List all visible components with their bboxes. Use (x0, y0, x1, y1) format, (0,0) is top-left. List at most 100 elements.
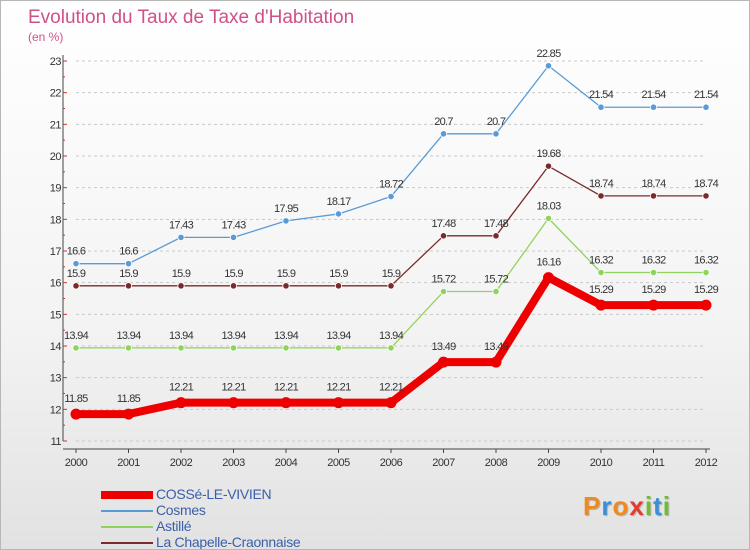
data-point (702, 103, 710, 111)
data-label: 13.94 (116, 330, 141, 342)
data-label: 13.49 (484, 341, 509, 353)
logo-letter: i (644, 491, 654, 521)
chart-title: Evolution du Taux de Taxe d'Habitation (28, 7, 355, 28)
y-tick-label: 22 (50, 88, 62, 100)
x-tick-label: 2006 (380, 457, 403, 469)
data-label: 21.54 (694, 89, 719, 101)
data-point (70, 408, 82, 420)
x-tick-label: 2011 (643, 457, 665, 469)
data-label: 17.95 (274, 203, 299, 215)
x-tick-label: 2005 (327, 457, 350, 469)
data-label: 12.21 (326, 382, 351, 394)
data-point (72, 344, 80, 352)
y-tick-label: 20 (50, 151, 62, 163)
data-label: 18.72 (379, 179, 404, 191)
x-tick-label: 2003 (222, 457, 245, 469)
x-tick-label: 2002 (170, 457, 193, 469)
data-label: 15.9 (119, 268, 138, 280)
data-label: 13.94 (379, 330, 404, 342)
data-point (597, 268, 605, 277)
data-label: 13.49 (431, 341, 456, 353)
proxiti-logo: Proxiti (583, 491, 671, 522)
line-chart: 11 12 13 14 15 16 17 18 19 20 21 22 23 2000 2001 2002 20… (50, 48, 720, 469)
data-label: 21.54 (641, 89, 666, 101)
data-point (597, 192, 605, 200)
data-point (544, 214, 553, 222)
data-point (72, 260, 80, 268)
y-tick-label: 17 (50, 246, 62, 258)
data-label: 15.72 (431, 274, 456, 286)
x-tick-label: 2012 (695, 457, 718, 469)
axes: 11 12 13 14 15 16 17 18 19 20 21 22 23 2000 2001 2002 20… (50, 55, 718, 469)
logo-letter: x (629, 491, 645, 521)
y-tick-label: 19 (50, 183, 62, 195)
data-label: 13.94 (326, 330, 351, 342)
logo-letter: i (662, 491, 671, 521)
data-point (280, 397, 292, 409)
x-tick-label: 2008 (485, 457, 508, 469)
data-point (595, 299, 607, 311)
legend-label: COSSé-LE-VIVIEN (156, 486, 272, 502)
data-label: 15.29 (694, 284, 719, 296)
data-point (649, 103, 658, 111)
y-tick-label: 23 (50, 56, 62, 68)
data-label: 20.7 (487, 116, 506, 128)
data-point (229, 282, 238, 290)
data-label: 13.94 (221, 330, 246, 342)
logo-letter: P (583, 491, 602, 521)
data-label: 16.6 (67, 246, 86, 258)
data-label: 17.48 (484, 218, 509, 230)
y-tick-label: 12 (50, 404, 62, 416)
data-point (438, 356, 449, 368)
data-point (282, 344, 290, 352)
data-point (649, 192, 658, 200)
y-tick-label: 13 (50, 373, 62, 385)
data-label: 16.32 (694, 255, 719, 267)
data-label: 15.9 (224, 268, 243, 280)
data-point (490, 356, 502, 368)
legend-item: La Chapelle-Craonnaise (101, 534, 361, 550)
data-label: 17.48 (431, 218, 456, 230)
data-label: 21.54 (589, 89, 614, 101)
data-point (543, 272, 554, 284)
legend-swatch (101, 510, 153, 512)
y-tick-label: 18 (50, 214, 62, 226)
data-point (544, 162, 553, 170)
logo-letter: o (612, 491, 630, 521)
legend-swatch (101, 491, 153, 499)
x-tick-label: 2001 (117, 457, 140, 469)
data-point (177, 282, 185, 290)
data-point (439, 232, 448, 240)
legend: COSSé-LE-VIVIEN Cosmes Astillé La Chapelle-… (101, 486, 361, 550)
data-point (648, 299, 659, 311)
data-point (334, 282, 343, 290)
data-label: 18.74 (589, 178, 614, 190)
data-label: 15.9 (172, 268, 191, 280)
y-tick-label: 21 (50, 119, 62, 131)
data-label: 18.74 (694, 178, 719, 190)
logo-letter: t (653, 491, 663, 521)
data-point (597, 103, 605, 111)
data-label: 12.21 (379, 382, 404, 394)
legend-label: La Chapelle-Craonnaise (156, 534, 301, 550)
data-label: 12.21 (274, 382, 299, 394)
data-label: 16.32 (589, 255, 614, 267)
data-point (702, 192, 710, 200)
data-point (387, 192, 395, 201)
legend-item: Astillé (101, 518, 361, 535)
data-label: 17.43 (169, 219, 194, 231)
data-point (387, 282, 395, 290)
data-label: 22.85 (536, 48, 561, 60)
data-point (124, 282, 133, 290)
legend-item: Cosmes (101, 502, 361, 519)
data-label: 11.85 (117, 393, 141, 405)
data-label: 12.21 (221, 382, 246, 394)
x-tick-label: 2010 (590, 457, 613, 469)
data-label: 16.32 (641, 255, 666, 267)
data-point (649, 268, 658, 277)
y-tick-label: 11 (51, 436, 62, 448)
data-point (334, 344, 343, 352)
legend-swatch (101, 526, 153, 528)
y-tick-label: 15 (50, 309, 62, 321)
data-point (175, 397, 187, 409)
